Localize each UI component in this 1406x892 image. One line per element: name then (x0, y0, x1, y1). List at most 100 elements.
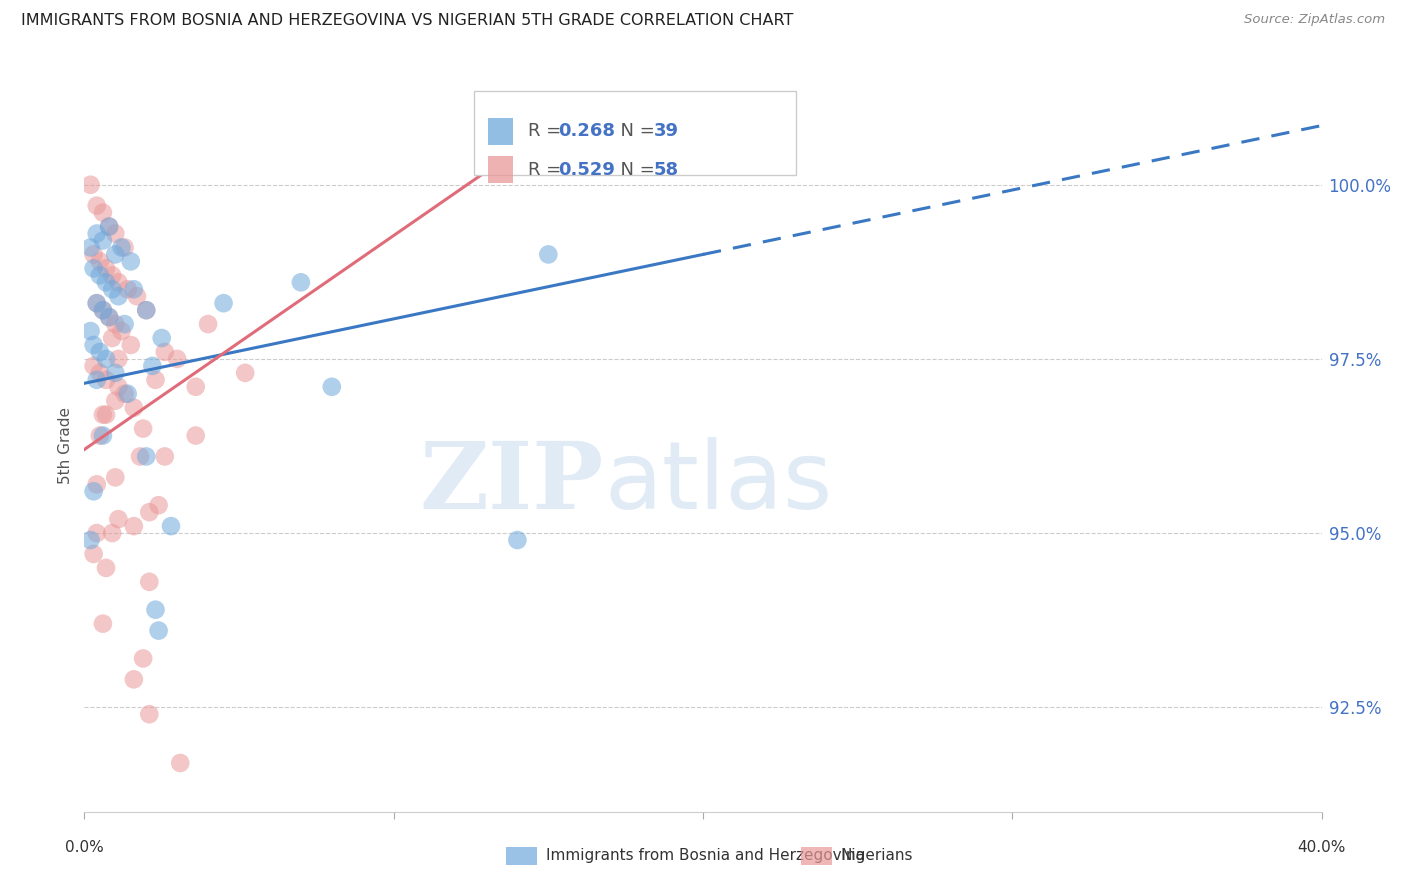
Point (79, 324, 101, 338)
Point (86, 199, 108, 213)
Point (138, 574, 160, 589)
Point (89, 428, 111, 442)
Point (132, 421, 155, 435)
Point (104, 393, 127, 408)
Point (212, 296, 235, 310)
Text: 58: 58 (654, 161, 679, 178)
Point (110, 324, 132, 338)
Text: 39: 39 (654, 122, 679, 140)
Point (94, 373, 117, 387)
Point (89, 254, 111, 268)
Point (122, 519, 145, 533)
Text: 0.529: 0.529 (558, 161, 616, 178)
Point (79, 533, 101, 547)
Point (145, 373, 167, 387)
Text: 40.0%: 40.0% (1298, 839, 1346, 855)
Point (141, 359, 163, 373)
Point (104, 227, 127, 241)
Point (135, 450, 157, 464)
Point (114, 317, 136, 331)
Point (122, 282, 145, 296)
Point (135, 303, 157, 318)
Point (150, 331, 173, 345)
Y-axis label: 5th Grade: 5th Grade (58, 408, 73, 484)
Point (145, 603, 167, 617)
Point (104, 317, 127, 331)
Point (122, 401, 145, 415)
Point (79, 240, 101, 254)
Point (321, 380, 343, 394)
Point (148, 624, 170, 638)
Point (91, 303, 114, 318)
Point (107, 380, 129, 394)
Point (233, 366, 256, 380)
Point (184, 428, 207, 442)
Point (86, 296, 108, 310)
Point (94, 561, 117, 575)
Point (83, 547, 105, 561)
Point (83, 247, 105, 261)
Point (537, 247, 560, 261)
Point (91, 616, 114, 631)
Text: Source: ZipAtlas.com: Source: ZipAtlas.com (1244, 13, 1385, 27)
Text: N =: N = (609, 122, 661, 140)
Point (98, 310, 121, 325)
Point (98, 310, 121, 325)
Point (120, 338, 142, 352)
Point (166, 351, 188, 366)
Point (120, 254, 142, 268)
Point (98, 219, 121, 234)
Point (86, 227, 108, 241)
Point (148, 498, 170, 512)
Point (94, 408, 117, 422)
Point (86, 373, 108, 387)
Point (86, 477, 108, 491)
Point (160, 519, 183, 533)
Text: N =: N = (609, 161, 661, 178)
Point (91, 205, 114, 219)
Point (107, 351, 129, 366)
Point (79, 178, 101, 192)
Bar (801, 847, 832, 865)
Point (91, 234, 114, 248)
Point (83, 261, 105, 276)
Text: Nigerians: Nigerians (841, 848, 914, 863)
Text: ZIP: ZIP (420, 438, 605, 527)
Point (86, 526, 108, 541)
Point (83, 338, 105, 352)
Point (122, 673, 145, 687)
Point (98, 219, 121, 234)
Point (138, 505, 160, 519)
Point (91, 303, 114, 318)
Point (169, 756, 191, 770)
Point (94, 351, 117, 366)
Point (101, 331, 124, 345)
Point (101, 526, 124, 541)
Point (86, 296, 108, 310)
Bar (506, 847, 537, 865)
Text: R =: R = (527, 161, 567, 178)
Point (89, 345, 111, 359)
Point (506, 533, 529, 547)
Point (107, 275, 129, 289)
Point (129, 450, 152, 464)
Point (138, 707, 160, 722)
Text: 0.0%: 0.0% (65, 839, 104, 855)
Point (110, 240, 132, 254)
Text: 0.268: 0.268 (558, 122, 616, 140)
Point (184, 380, 207, 394)
Point (290, 275, 312, 289)
Point (117, 282, 139, 296)
Point (101, 282, 124, 296)
Text: R =: R = (527, 122, 567, 140)
Point (83, 359, 105, 373)
Point (104, 470, 127, 484)
Point (91, 408, 114, 422)
Point (94, 275, 117, 289)
Point (107, 289, 129, 303)
Point (114, 386, 136, 401)
Point (91, 428, 114, 442)
Point (197, 317, 219, 331)
Point (132, 651, 155, 665)
Point (153, 450, 176, 464)
